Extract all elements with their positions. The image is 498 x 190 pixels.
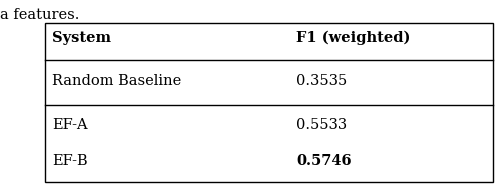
Bar	[45, 23, 493, 182]
Text: System: System	[52, 31, 111, 45]
Text: EF-A: EF-A	[52, 118, 88, 132]
Text: EF-B: EF-B	[52, 154, 88, 168]
Text: a features.: a features.	[0, 8, 79, 22]
Text: 0.5746: 0.5746	[296, 154, 352, 168]
Text: F1 (weighted): F1 (weighted)	[296, 31, 411, 45]
Text: Random Baseline: Random Baseline	[52, 74, 182, 88]
Text: 0.3535: 0.3535	[296, 74, 348, 88]
Text: 0.5533: 0.5533	[296, 118, 348, 132]
